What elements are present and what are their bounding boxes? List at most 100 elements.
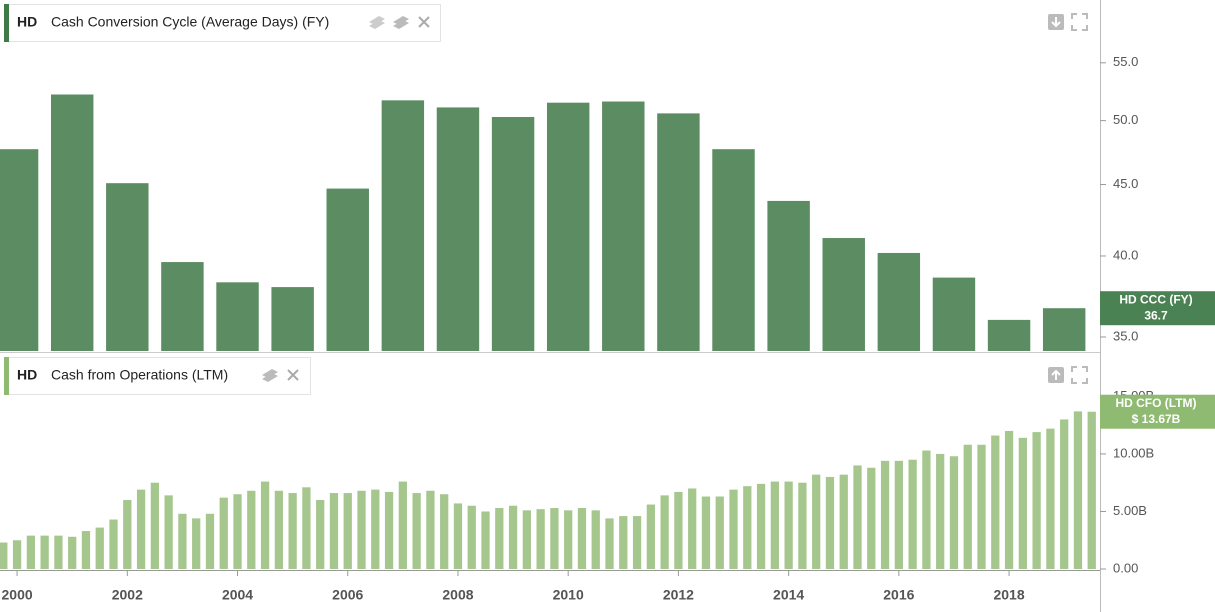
plot bbox=[0, 94, 1096, 569]
bar bbox=[0, 542, 8, 569]
bar bbox=[316, 499, 325, 569]
bar bbox=[546, 102, 590, 351]
y-tick-label: 0.00 bbox=[1113, 560, 1138, 575]
x-tick-label: 2000 bbox=[2, 587, 33, 603]
badge-name: HD CFO (LTM) bbox=[1115, 396, 1196, 410]
bar bbox=[178, 513, 187, 569]
bar bbox=[81, 531, 91, 569]
bar bbox=[302, 487, 311, 569]
bar bbox=[508, 505, 518, 569]
bar bbox=[123, 499, 132, 569]
y-tick-label: 45.0 bbox=[1113, 176, 1138, 191]
bar bbox=[894, 460, 903, 569]
bar bbox=[343, 493, 352, 569]
bar bbox=[161, 262, 204, 351]
bar bbox=[136, 489, 146, 569]
bar bbox=[1046, 428, 1055, 569]
bar bbox=[260, 481, 270, 569]
x-tick-label: 2014 bbox=[773, 587, 804, 603]
bar bbox=[205, 513, 215, 569]
expand-button[interactable] bbox=[1071, 13, 1088, 31]
arrow-icon bbox=[1051, 369, 1061, 380]
bar bbox=[784, 481, 793, 569]
bar bbox=[715, 496, 724, 569]
x-tick-label: 2012 bbox=[663, 587, 694, 603]
settings-icon[interactable] bbox=[369, 16, 385, 29]
bar bbox=[1073, 411, 1083, 569]
bar bbox=[977, 444, 986, 569]
bar bbox=[40, 535, 49, 569]
settings-icon[interactable] bbox=[262, 369, 278, 382]
ticker: HD bbox=[17, 367, 37, 383]
bar bbox=[1018, 437, 1027, 569]
bar bbox=[1060, 419, 1069, 569]
y-tick-label: 35.0 bbox=[1113, 328, 1138, 343]
x-tick-label: 2018 bbox=[993, 587, 1024, 603]
bar bbox=[12, 540, 22, 569]
bar bbox=[436, 107, 480, 352]
value-badge bbox=[1100, 394, 1215, 429]
bar bbox=[932, 277, 976, 351]
compare-icon[interactable] bbox=[393, 16, 409, 29]
bar bbox=[95, 527, 104, 569]
bar bbox=[880, 460, 890, 569]
header-accent bbox=[4, 4, 9, 42]
bar bbox=[481, 511, 490, 569]
bar bbox=[109, 519, 118, 569]
badge-name: HD CCC (FY) bbox=[1119, 292, 1192, 306]
bar bbox=[756, 483, 766, 569]
bar bbox=[822, 238, 865, 351]
bar bbox=[1004, 430, 1014, 569]
bar bbox=[326, 188, 369, 351]
bar bbox=[767, 200, 810, 351]
bar bbox=[164, 495, 173, 569]
bar bbox=[660, 495, 669, 569]
bar bbox=[646, 504, 655, 569]
close-icon[interactable] bbox=[287, 369, 299, 381]
bar bbox=[26, 535, 35, 569]
bar bbox=[729, 489, 738, 569]
value-badge bbox=[1100, 291, 1215, 326]
bar bbox=[877, 252, 921, 351]
bar bbox=[522, 510, 531, 569]
expand-button[interactable] bbox=[1071, 366, 1088, 384]
bar bbox=[674, 491, 683, 569]
bar bbox=[798, 482, 807, 569]
bar bbox=[908, 459, 917, 569]
bar bbox=[1032, 432, 1041, 569]
badge-value: $ 13.67B bbox=[1132, 412, 1181, 426]
bar bbox=[657, 113, 700, 351]
bar bbox=[867, 467, 876, 569]
bar bbox=[398, 481, 407, 569]
bar bbox=[987, 319, 1031, 351]
bar bbox=[1087, 411, 1096, 569]
bar bbox=[247, 490, 256, 569]
close-icon[interactable] bbox=[418, 16, 430, 28]
x-tick-label: 2016 bbox=[883, 587, 914, 603]
bar bbox=[491, 116, 535, 351]
y-tick-label: 55.0 bbox=[1113, 54, 1138, 69]
bar bbox=[564, 510, 573, 569]
bar bbox=[922, 450, 931, 569]
panel-buttons bbox=[1048, 13, 1088, 384]
bar bbox=[688, 488, 697, 569]
x-tick-label: 2004 bbox=[222, 587, 253, 603]
bar bbox=[150, 482, 159, 569]
bar bbox=[963, 444, 972, 569]
panel-title: Cash Conversion Cycle (Average Days) (FY… bbox=[51, 14, 329, 30]
bar bbox=[619, 516, 628, 569]
bar bbox=[440, 494, 449, 569]
bar bbox=[812, 474, 821, 569]
header-accent bbox=[4, 357, 9, 395]
bar bbox=[495, 508, 504, 569]
bar bbox=[219, 497, 228, 569]
bar bbox=[384, 491, 394, 569]
bar bbox=[743, 486, 752, 569]
bar bbox=[329, 493, 339, 569]
bar bbox=[770, 481, 779, 569]
bar bbox=[371, 489, 380, 569]
bar bbox=[605, 518, 614, 569]
header-top: HD Cash Conversion Cycle (Average Days) … bbox=[4, 4, 441, 42]
badge-value: 36.7 bbox=[1144, 308, 1168, 322]
